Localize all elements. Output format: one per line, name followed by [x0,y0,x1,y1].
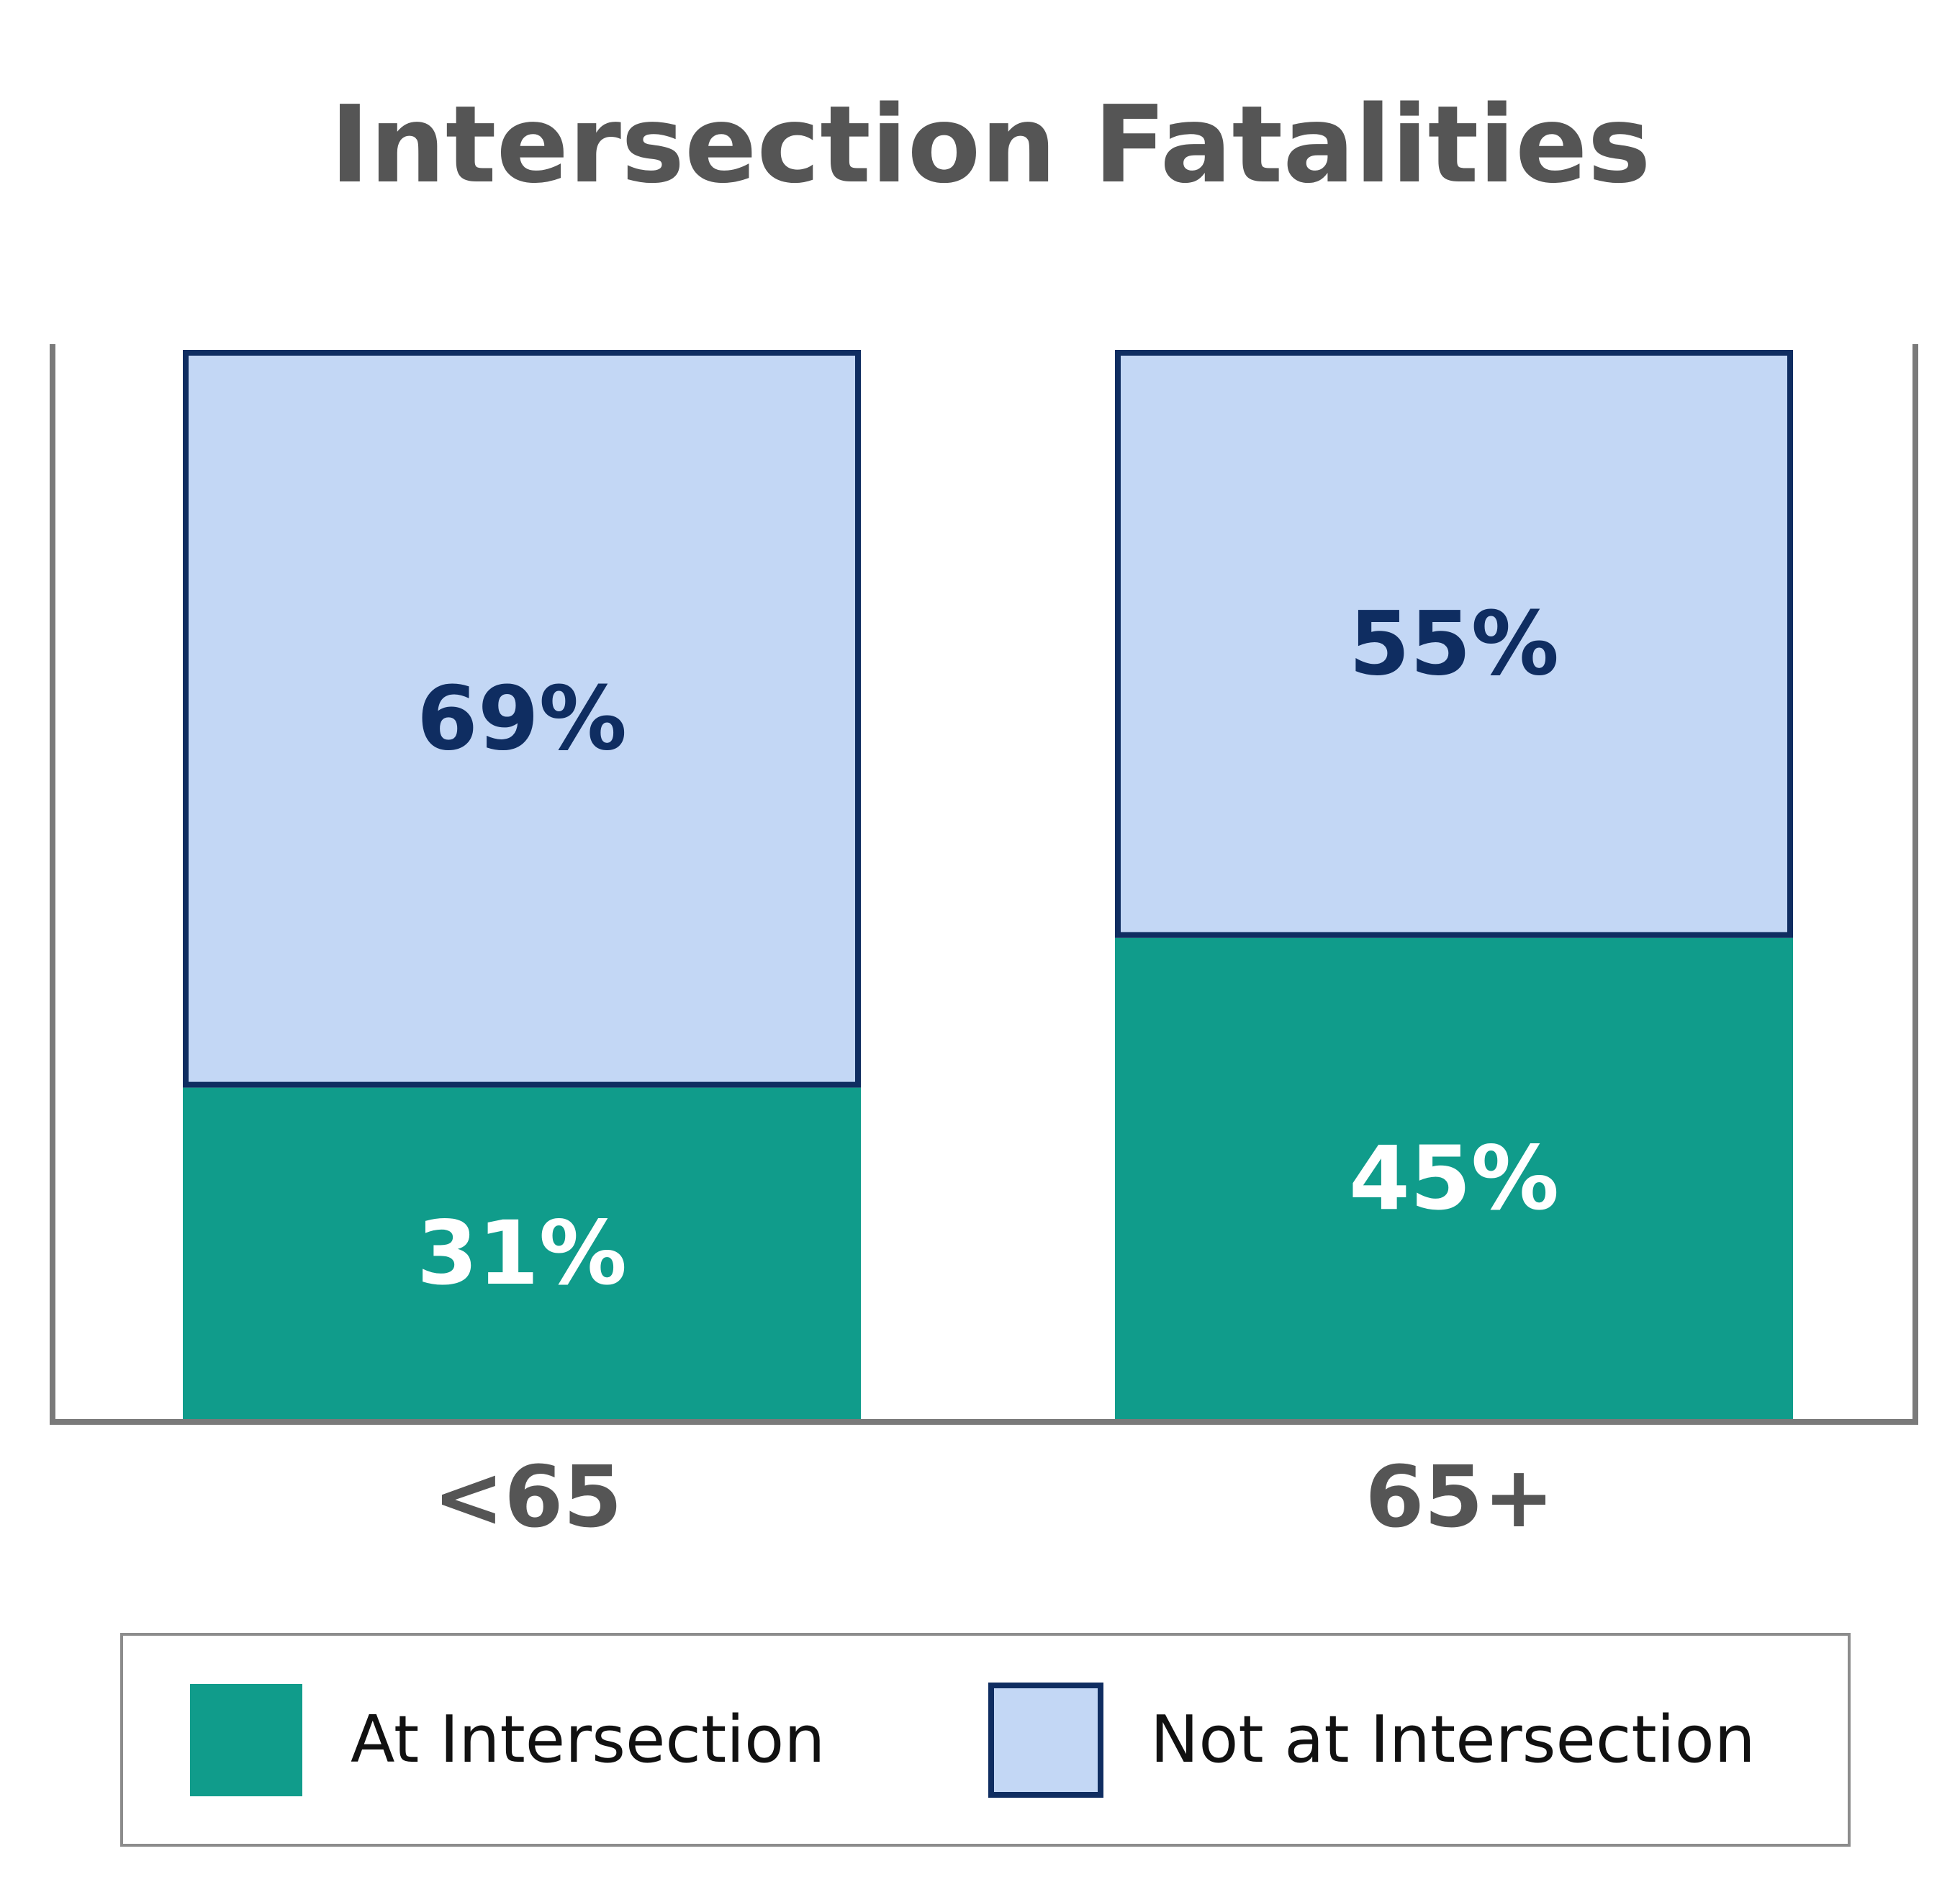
bar-not-at-intersection-65-plus [1115,350,1793,938]
chart-title: Intersection Fatalities [330,83,1650,207]
category-labels: <65 65+ [433,1447,1554,1546]
legend-box [120,1633,1851,1847]
axes [50,344,1918,1425]
value-label-not-at-intersection-under-65: 69% [417,667,627,770]
bar-at-intersection-under-65 [183,1087,861,1419]
legend-swatch-not-at-intersection [988,1683,1103,1798]
bar-not-at-intersection-under-65 [183,350,861,1088]
bar-at-intersection-65-plus [1115,937,1793,1419]
value-label-at-intersection-65-plus: 45% [1349,1127,1559,1230]
value-labels: 31% 69% 45% 55% [417,593,1559,1304]
category-label-65-plus: 65+ [1365,1447,1554,1546]
bars [183,350,1793,1419]
value-label-at-intersection-under-65: 31% [417,1202,627,1305]
legend-label-not-at-intersection: Not at Intersection [1150,1702,1756,1778]
legend-swatch-at-intersection [190,1684,302,1796]
value-label-not-at-intersection-65-plus: 55% [1349,593,1559,695]
category-label-under-65: <65 [433,1447,622,1546]
legend: At Intersection Not at Intersection [120,1633,1851,1847]
legend-label-at-intersection: At Intersection [351,1702,825,1778]
